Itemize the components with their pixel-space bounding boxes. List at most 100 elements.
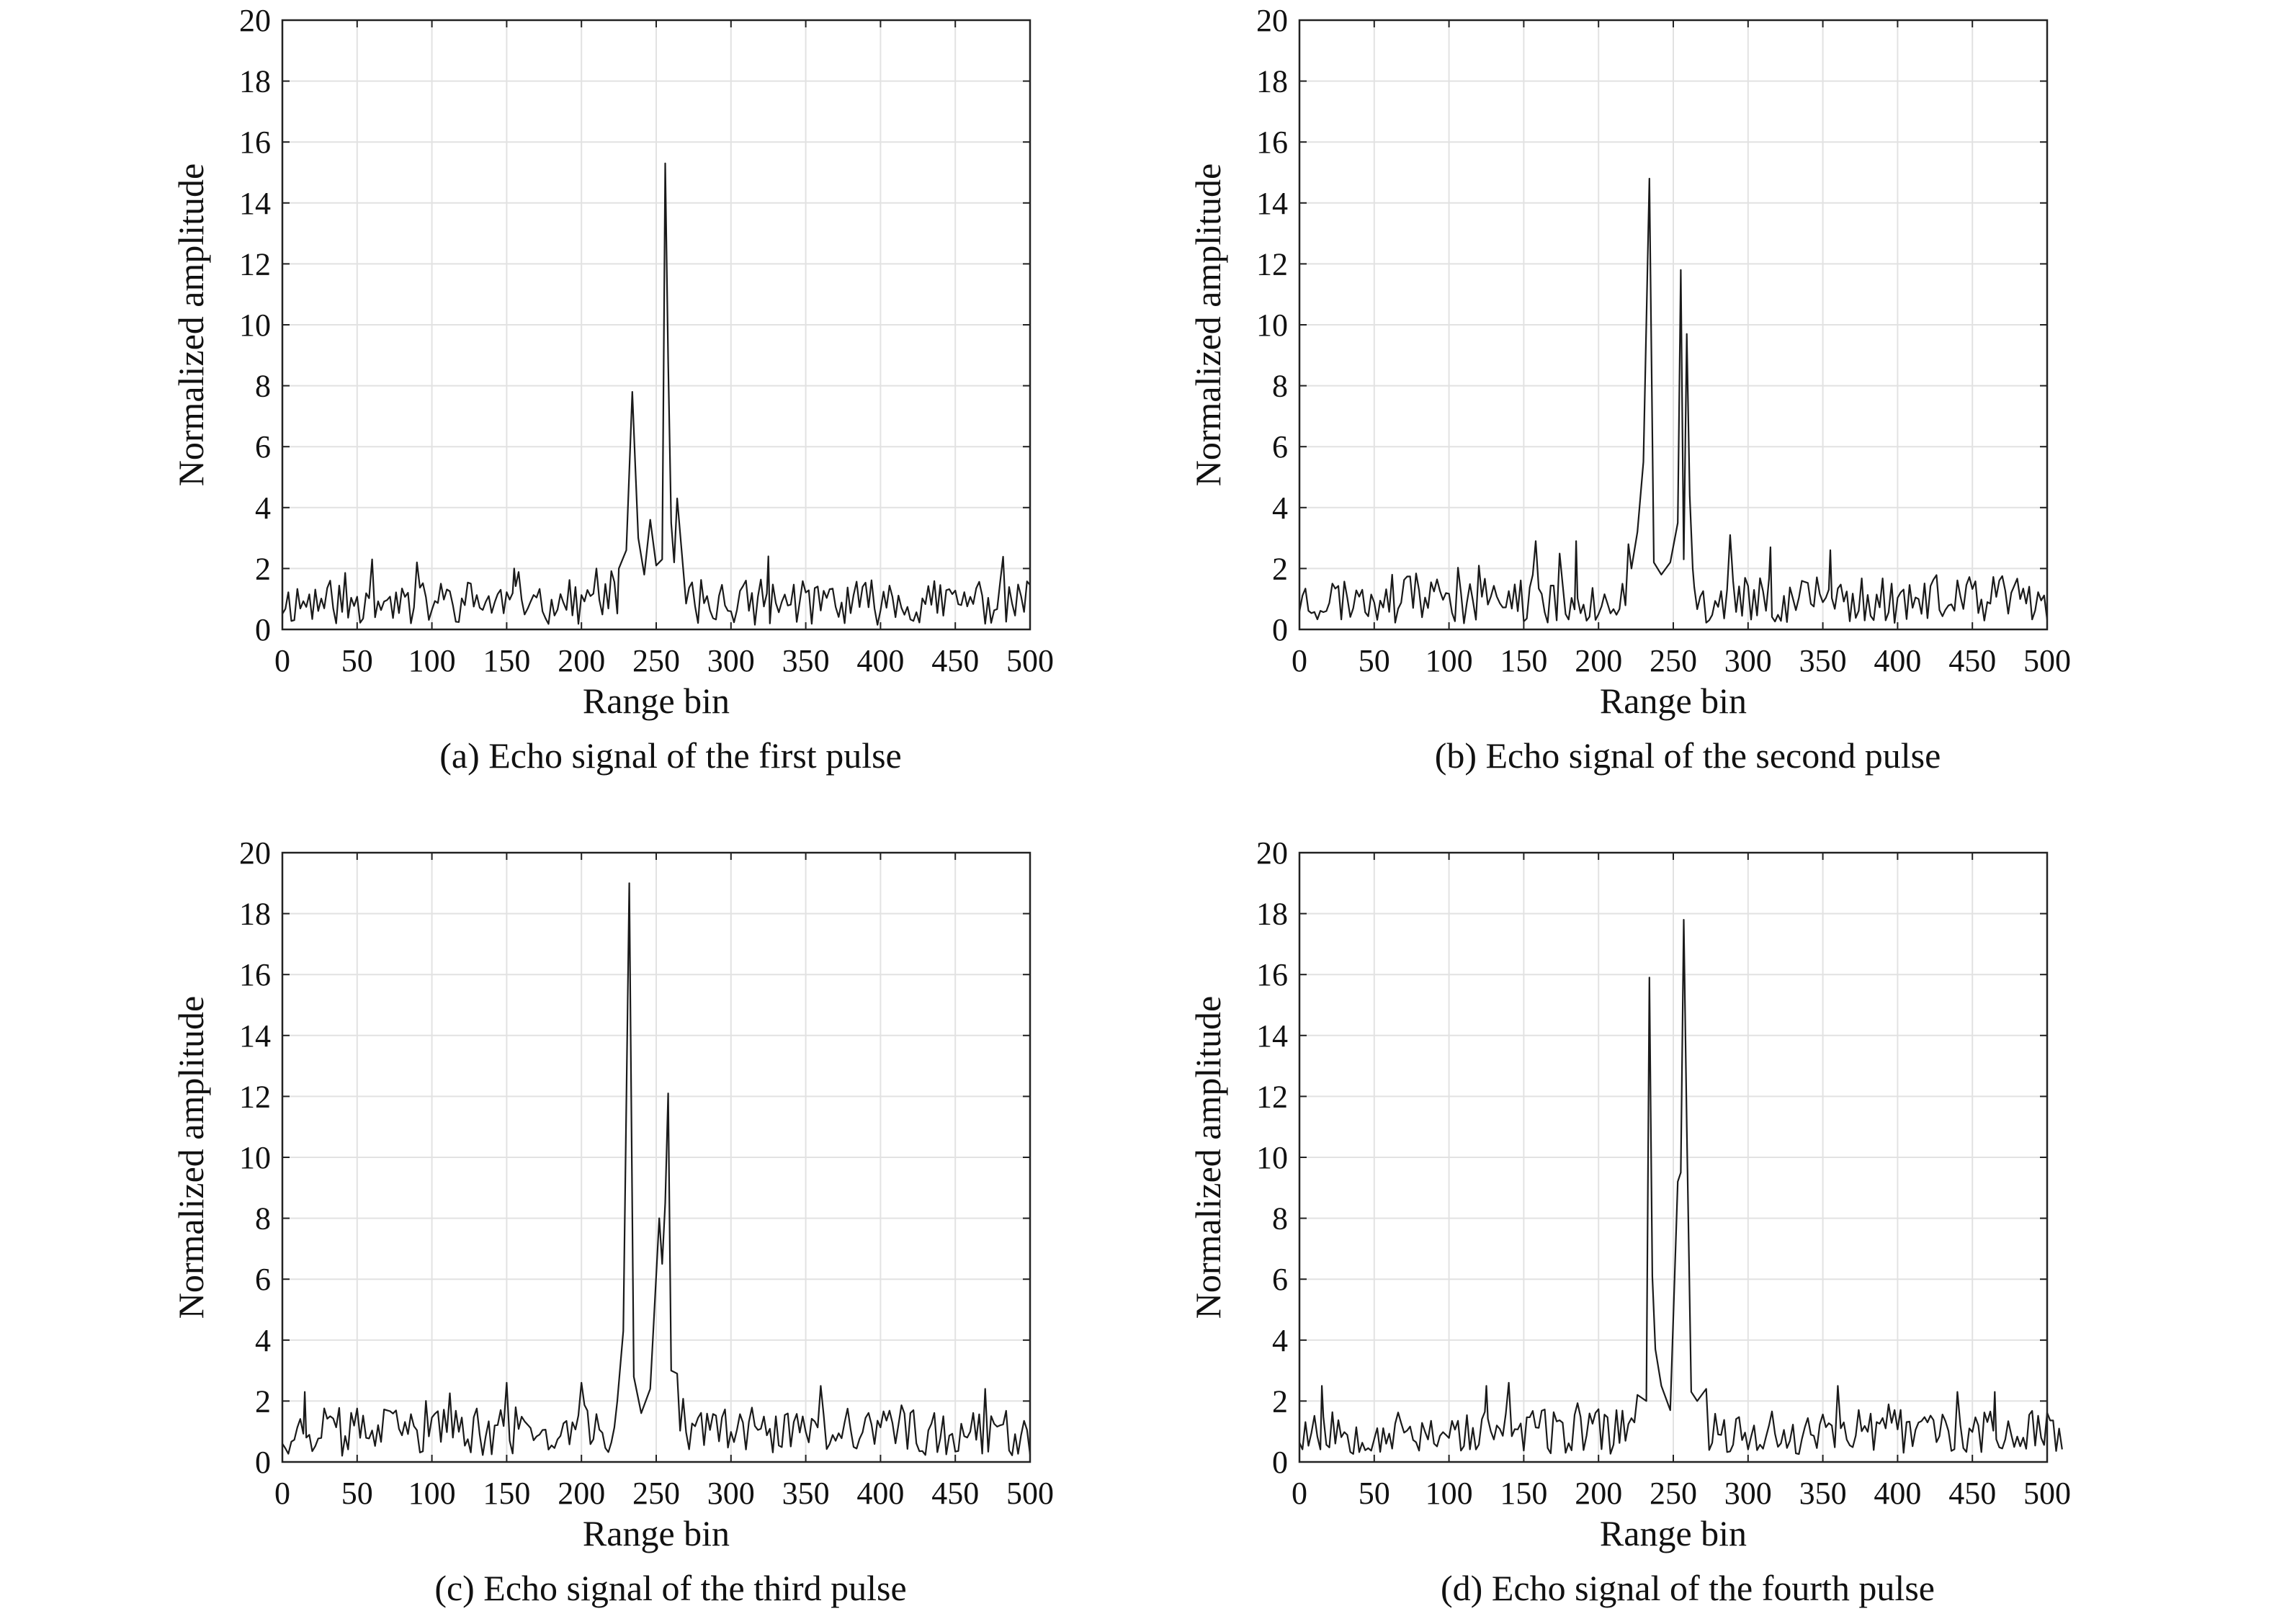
x-tick-label: 350 xyxy=(1799,1476,1847,1511)
y-tick-label: 2 xyxy=(255,551,271,586)
chart-panel-1: 0 50 100 150 200 250 300 350 400 450 500 0 2 4 6 8 10 12 1… xyxy=(171,3,1054,776)
y-tick-label: 4 xyxy=(255,490,271,526)
y-tick-label: 16 xyxy=(1256,957,1288,992)
x-tick-label: 500 xyxy=(1006,643,1054,678)
panel-caption: (c) Echo signal of the third pulse xyxy=(434,1568,906,1608)
chart-panel-3: 0 50 100 150 200 250 300 350 400 450 500 0 2 4 6 8 10 12 1… xyxy=(171,835,1054,1608)
x-tick-label: 250 xyxy=(632,643,680,678)
x-tick-label: 300 xyxy=(1724,1476,1772,1511)
echo-signal-line xyxy=(1299,918,2063,1455)
y-tick-label: 20 xyxy=(1256,3,1288,38)
y-tick-label: 8 xyxy=(255,369,271,404)
x-tick-label: 500 xyxy=(2023,1476,2071,1511)
x-tick-label: 0 xyxy=(1292,1476,1307,1511)
x-axis-label: Range bin xyxy=(583,681,730,721)
y-tick-label: 0 xyxy=(255,612,271,647)
x-tick-label: 450 xyxy=(1948,643,1996,678)
y-axis-label: Normalized amplitude xyxy=(171,163,211,486)
x-axis-label: Range bin xyxy=(1600,1513,1747,1553)
y-tick-label: 4 xyxy=(1272,490,1288,526)
x-tick-label: 300 xyxy=(707,643,755,678)
y-tick-label: 8 xyxy=(1272,1201,1288,1237)
y-tick-label: 10 xyxy=(239,1140,271,1175)
x-tick-label: 350 xyxy=(782,643,830,678)
y-tick-label: 10 xyxy=(239,308,271,343)
echo-signal-line xyxy=(282,882,1031,1457)
x-tick-label: 300 xyxy=(707,1476,755,1511)
y-tick-label: 20 xyxy=(1256,835,1288,871)
echo-signal-line xyxy=(282,162,1031,626)
y-tick-label: 4 xyxy=(255,1323,271,1358)
y-tick-label: 6 xyxy=(1272,429,1288,465)
x-tick-label: 50 xyxy=(341,1476,373,1511)
y-tick-label: 0 xyxy=(1272,1445,1288,1480)
y-tick-label: 8 xyxy=(255,1201,271,1237)
x-tick-label: 350 xyxy=(1799,643,1847,678)
y-tick-label: 10 xyxy=(1256,1140,1288,1175)
y-tick-label: 2 xyxy=(1272,1383,1288,1419)
x-tick-label: 400 xyxy=(1874,643,1921,678)
y-tick-label: 14 xyxy=(239,186,271,221)
x-tick-label: 150 xyxy=(1500,1476,1547,1511)
y-tick-label: 10 xyxy=(1256,308,1288,343)
x-tick-label: 100 xyxy=(1426,643,1473,678)
chart-panel-4: 0 50 100 150 200 250 300 350 400 450 500 0 2 4 6 8 10 12 1… xyxy=(1188,835,2071,1608)
x-tick-label: 200 xyxy=(558,643,605,678)
y-axis-label: Normalized amplitude xyxy=(1188,163,1228,486)
y-axis-label: Normalized amplitude xyxy=(171,996,211,1319)
x-tick-label: 400 xyxy=(856,1476,904,1511)
x-tick-label: 250 xyxy=(1650,643,1697,678)
y-tick-label: 20 xyxy=(239,835,271,871)
y-tick-label: 20 xyxy=(239,3,271,38)
y-tick-label: 14 xyxy=(1256,186,1288,221)
y-tick-label: 14 xyxy=(239,1018,271,1054)
y-tick-label: 6 xyxy=(1272,1262,1288,1297)
y-tick-label: 18 xyxy=(239,64,271,99)
x-tick-label: 150 xyxy=(1500,643,1547,678)
echo-signal-line xyxy=(1299,177,2049,624)
x-tick-label: 250 xyxy=(632,1476,680,1511)
x-tick-label: 250 xyxy=(1650,1476,1697,1511)
y-tick-label: 6 xyxy=(255,429,271,465)
y-tick-label: 18 xyxy=(1256,64,1288,99)
y-tick-label: 12 xyxy=(239,246,271,282)
chart-panel-2: 0 50 100 150 200 250 300 350 400 450 500 0 2 4 6 8 10 12 1… xyxy=(1188,3,2071,776)
x-tick-label: 100 xyxy=(408,643,456,678)
y-tick-label: 4 xyxy=(1272,1323,1288,1358)
x-axis-label: Range bin xyxy=(1600,681,1747,721)
x-tick-label: 450 xyxy=(931,1476,979,1511)
y-tick-label: 8 xyxy=(1272,369,1288,404)
x-tick-label: 100 xyxy=(1426,1476,1473,1511)
y-tick-label: 2 xyxy=(255,1383,271,1419)
x-tick-label: 450 xyxy=(1948,1476,1996,1511)
y-tick-label: 0 xyxy=(255,1445,271,1480)
y-tick-label: 16 xyxy=(239,125,271,160)
y-tick-label: 12 xyxy=(1256,1079,1288,1114)
x-tick-label: 300 xyxy=(1724,643,1772,678)
panel-caption: (b) Echo signal of the second pulse xyxy=(1435,735,1941,776)
y-tick-label: 16 xyxy=(1256,125,1288,160)
x-tick-label: 100 xyxy=(408,1476,456,1511)
x-tick-label: 0 xyxy=(274,643,290,678)
x-tick-label: 200 xyxy=(558,1476,605,1511)
x-tick-label: 50 xyxy=(1359,1476,1390,1511)
y-tick-label: 2 xyxy=(1272,551,1288,586)
x-tick-label: 0 xyxy=(1292,643,1307,678)
x-tick-label: 150 xyxy=(483,643,530,678)
x-tick-label: 350 xyxy=(782,1476,830,1511)
y-tick-label: 12 xyxy=(239,1079,271,1114)
panel-caption: (d) Echo signal of the fourth pulse xyxy=(1441,1568,1935,1608)
y-tick-label: 18 xyxy=(1256,897,1288,932)
x-tick-label: 500 xyxy=(1006,1476,1054,1511)
x-tick-label: 200 xyxy=(1575,1476,1622,1511)
y-tick-label: 14 xyxy=(1256,1018,1288,1054)
x-tick-label: 200 xyxy=(1575,643,1622,678)
y-tick-label: 6 xyxy=(255,1262,271,1297)
x-tick-label: 0 xyxy=(274,1476,290,1511)
x-axis-label: Range bin xyxy=(583,1513,730,1553)
x-tick-label: 50 xyxy=(1359,643,1390,678)
x-tick-label: 150 xyxy=(483,1476,530,1511)
x-tick-label: 400 xyxy=(1874,1476,1921,1511)
